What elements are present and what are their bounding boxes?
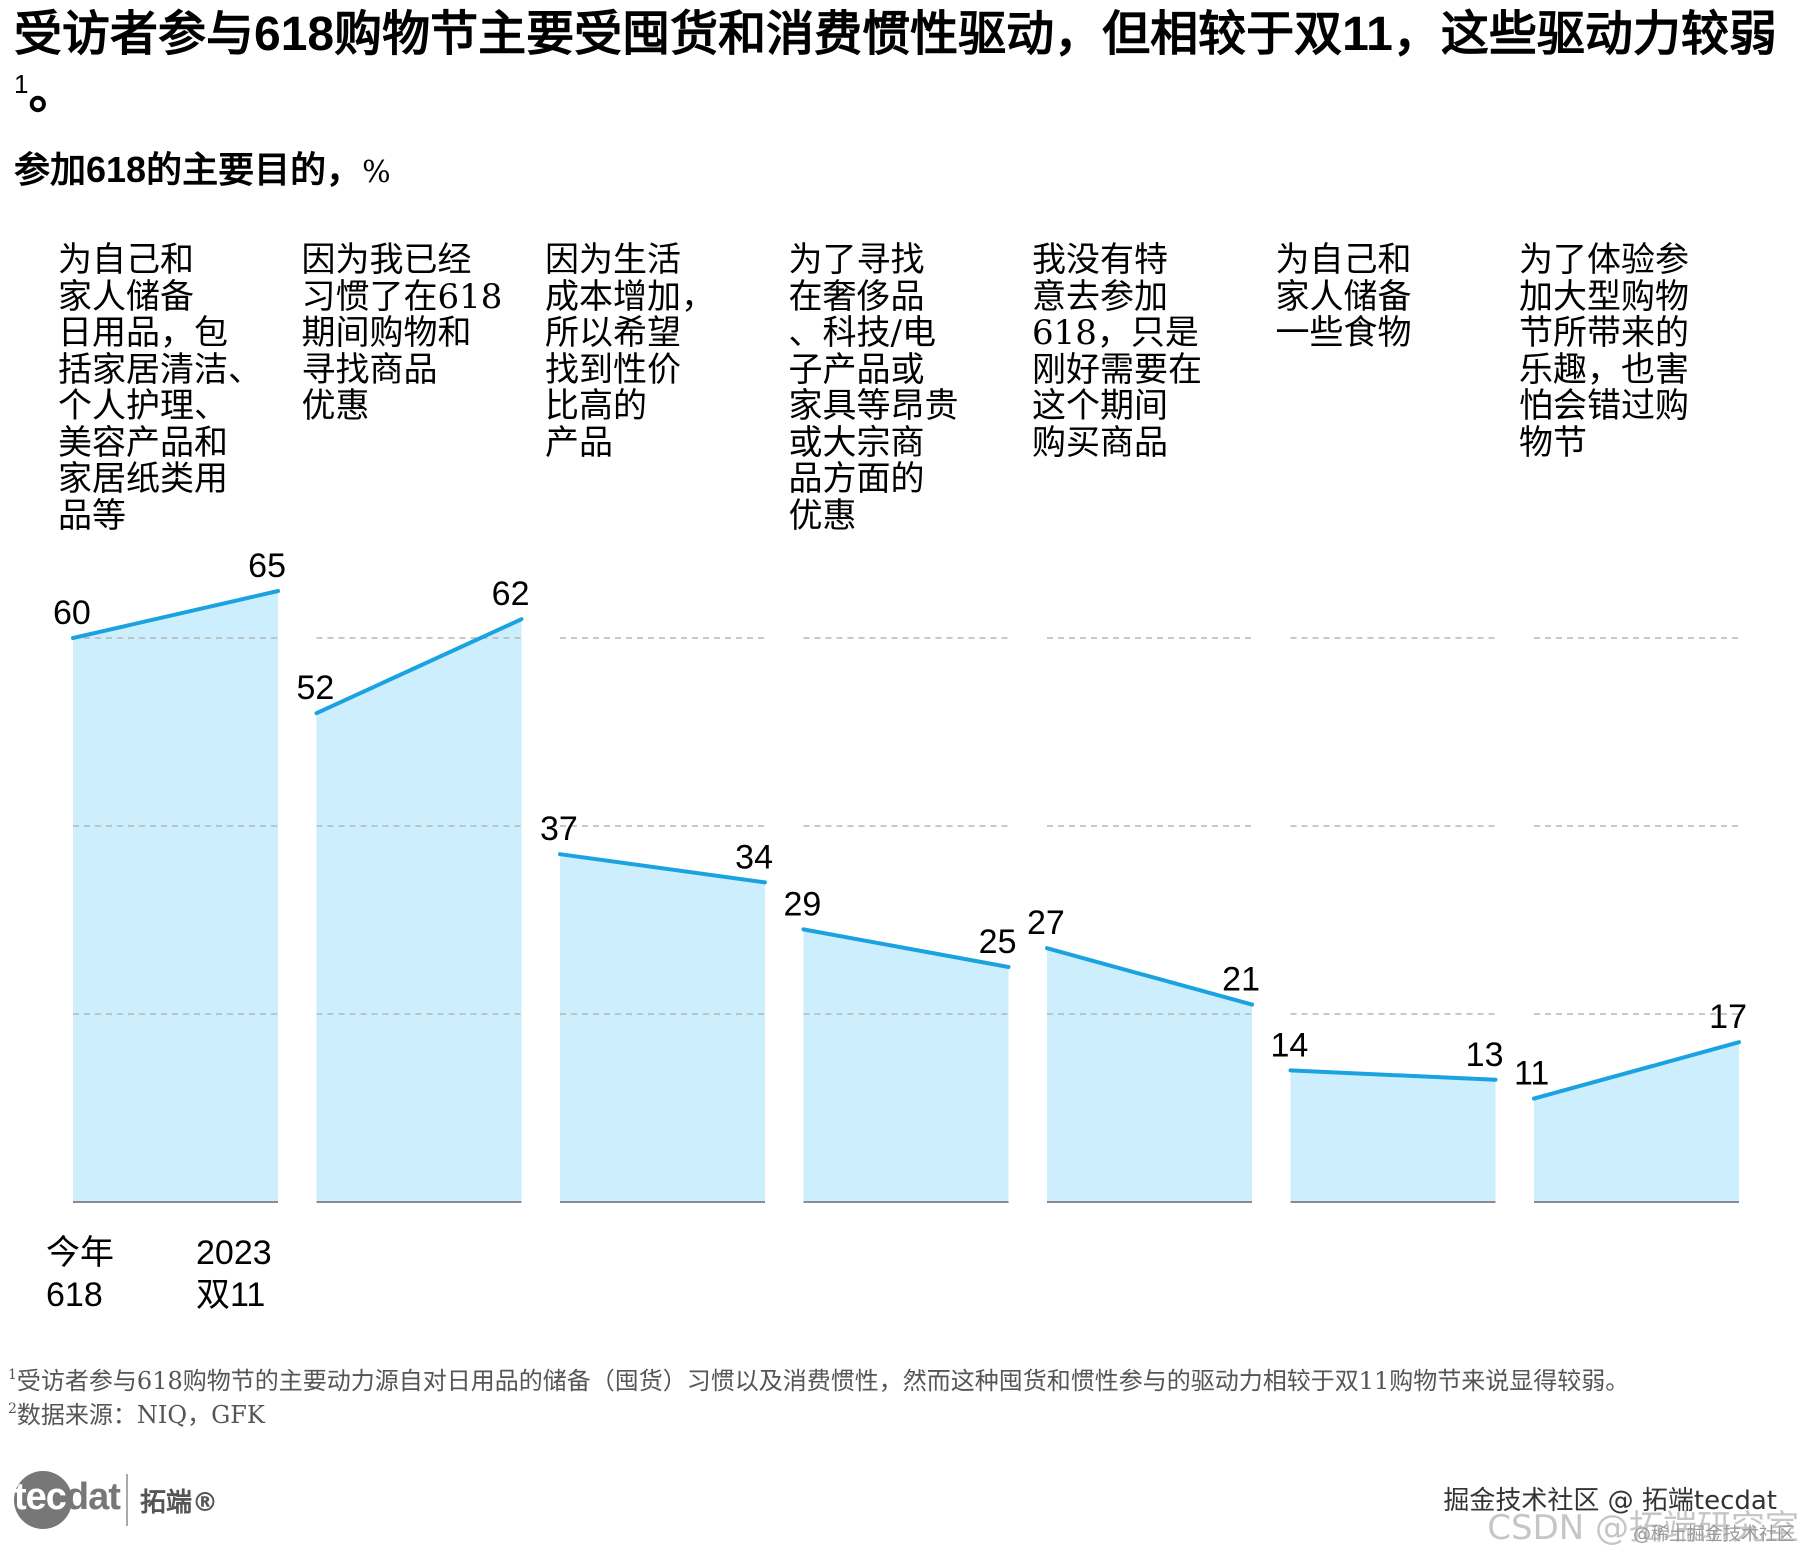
data-label-double11: 13 [1466, 1036, 1504, 1074]
series-line [558, 852, 767, 885]
category-label: 因为我已经 习惯了在618 期间购物和 寻找商品 优惠 [301, 240, 503, 426]
area-fill [1534, 1042, 1739, 1202]
logo-text-a: tec [14, 1476, 67, 1518]
category-label: 为了寻找 在奢侈品 、科技/电 子产品或 家具等昂贵 或大宗商 品方面的 优惠 [788, 240, 959, 536]
footnote-1-text: 受访者参与618购物节的主要动力源自对日用品的储备（囤货）习惯以及消费惯性，然而… [16, 1367, 1630, 1395]
logo-text-b: dat [65, 1476, 121, 1518]
series-line [1532, 1040, 1741, 1101]
logo-circle-icon [14, 1471, 72, 1529]
series-line [71, 589, 280, 640]
logo-wordmark: tecdat [14, 1476, 121, 1519]
footnote-2: 2数据来源：NIQ，GFK [8, 1400, 1788, 1430]
category-label: 为了体验参 加大型购物 节所带来的 乐趣，也害 怕会错过购 物节 [1519, 240, 1689, 463]
area-fill [1047, 948, 1252, 1202]
title-end: 。 [28, 66, 77, 119]
watermark-small: @稀土掘金技术社区 [1633, 1524, 1795, 1545]
data-label-618: 29 [784, 885, 822, 923]
data-label-double11: 34 [735, 838, 773, 876]
legend-label-double11: 2023 双11 [196, 1234, 272, 1314]
subtitle-text: 参加618的主要目的， [14, 149, 363, 190]
series-line [801, 927, 1011, 969]
data-label-double11: 25 [979, 923, 1017, 961]
category-label: 我没有特 意去参加 618，只是 刚好需要在 这个期间 购买商品 [1032, 240, 1202, 463]
footnote-2-mark: 2 [8, 1401, 17, 1417]
data-label-618: 52 [297, 669, 335, 707]
footnote-1-mark: 1 [8, 1367, 17, 1383]
area-fill [560, 854, 765, 1202]
logo-cn-text: 拓端® [140, 1488, 219, 1518]
category-label: 为自己和 家人储备 一些食物 [1275, 240, 1412, 353]
data-label-double11: 21 [1222, 961, 1260, 999]
subtitle-unit: % [362, 155, 391, 190]
title-footnote-mark: 1 [14, 69, 29, 99]
area-fill [803, 929, 1009, 1202]
watermark-csdn: CSDN @拓端研究室 [1487, 1508, 1799, 1548]
data-label-double11: 62 [492, 575, 530, 613]
footnote-1: 1受访者参与618购物节的主要动力源自对日用品的储备（囤货）习惯以及消费惯性，然… [8, 1366, 1788, 1396]
series-line [314, 617, 524, 716]
area-fill [73, 591, 278, 1202]
chart-subtitle: 参加618的主要目的，% [14, 148, 391, 195]
area-fill [316, 619, 522, 1202]
legend-label-618: 今年 618 [46, 1234, 114, 1314]
watermark-juejin: 掘金技术社区 @ 拓端tecdat [1443, 1486, 1777, 1516]
series-line [1288, 1068, 1498, 1082]
category-label: 因为生活 成本增加， 所以希望 找到性价 比高的 产品 [545, 240, 715, 463]
data-label-618: 60 [53, 594, 91, 632]
tecdat-logo: tecdat 拓端® [14, 1470, 218, 1530]
logo-divider [126, 1474, 128, 1526]
data-label-618: 14 [1271, 1026, 1309, 1064]
data-label-618: 37 [540, 810, 578, 848]
series-line [1045, 946, 1254, 1007]
data-label-618: 11 [1514, 1055, 1549, 1093]
title-text: 受访者参与618购物节主要受囤货和消费惯性驱动，但相较于双11，这些驱动力较弱 [14, 8, 1777, 61]
data-label-double11: 65 [248, 547, 286, 585]
footnote-2-text: 数据来源：NIQ，GFK [16, 1401, 265, 1429]
data-label-double11: 17 [1709, 998, 1747, 1036]
footnotes: 1受访者参与618购物节的主要动力源自对日用品的储备（囤货）习惯以及消费惯性，然… [8, 1366, 1788, 1434]
page-title: 受访者参与618购物节主要受囤货和消费惯性驱动，但相较于双11，这些驱动力较弱 1… [14, 6, 1794, 122]
category-label: 为自己和 家人储备 日用品，包 括家居清洁、 个人护理、 美容产品和 家居纸类用… [58, 240, 262, 536]
data-label-618: 27 [1027, 904, 1065, 942]
area-fill [1290, 1070, 1496, 1202]
